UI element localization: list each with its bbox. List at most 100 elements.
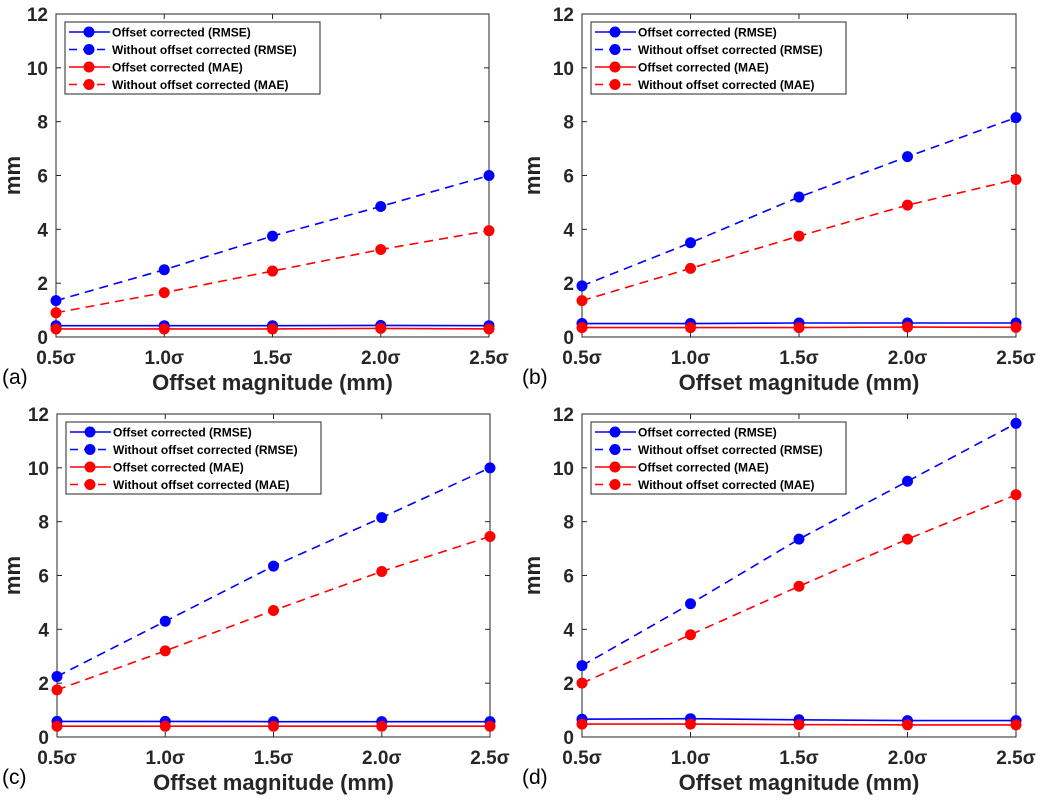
- data-point-s2-0: [50, 323, 62, 335]
- data-point-s2-3: [902, 719, 913, 731]
- data-point-s1-3: [902, 475, 913, 487]
- series-line-1: [581, 422, 1017, 667]
- data-point-s3-3: [902, 199, 913, 211]
- x-tick-label: 1.0σ: [146, 748, 185, 769]
- y-tick-label: 2: [563, 274, 574, 295]
- legend-label-0: Offset corrected (RMSE): [113, 426, 252, 440]
- x-tick-label: 2.0σ: [888, 348, 927, 369]
- panel-label: (a): [2, 366, 28, 389]
- x-tick-label: 1.5σ: [254, 748, 293, 769]
- y-tick-label: 10: [28, 459, 49, 480]
- series-line-1: [56, 467, 491, 678]
- legend-marker-3: [609, 479, 621, 490]
- legend-marker-0: [84, 426, 96, 438]
- data-point-s1-4: [1010, 112, 1022, 124]
- legend-label-1: Without offset corrected (RMSE): [112, 43, 297, 57]
- y-tick-label: 0: [37, 328, 48, 349]
- data-point-s1-4: [484, 462, 496, 474]
- legend-box: [590, 421, 847, 495]
- y-tick-label: 8: [37, 113, 48, 134]
- legend-label-1: Without offset corrected (RMSE): [638, 443, 823, 457]
- data-point-s2-4: [484, 720, 496, 732]
- y-tick-label: 8: [563, 513, 574, 534]
- legend-label-2: Offset corrected (MAE): [638, 61, 769, 75]
- x-tick-label: 1.0σ: [145, 348, 184, 369]
- y-tick-label: 10: [27, 59, 48, 80]
- legend-label-2: Offset corrected (MAE): [112, 61, 243, 75]
- data-point-s3-0: [50, 307, 62, 319]
- data-point-s3-1: [685, 629, 696, 641]
- data-point-s3-2: [267, 265, 278, 277]
- y-tick-label: 0: [563, 728, 574, 749]
- data-point-s2-3: [902, 321, 913, 333]
- x-tick-label: 2.5σ: [996, 348, 1035, 369]
- data-point-s2-4: [1010, 719, 1022, 731]
- data-point-s1-1: [159, 615, 171, 627]
- legend-box: [65, 421, 322, 495]
- x-axis-label: Offset magnitude (mm): [679, 370, 920, 395]
- series-line-3: [55, 229, 490, 314]
- y-tick-label: 12: [553, 5, 574, 26]
- data-point-s1-0: [50, 295, 62, 307]
- data-point-s1-4: [1010, 417, 1022, 429]
- y-tick-label: 4: [37, 220, 48, 241]
- data-point-s2-2: [793, 719, 805, 731]
- data-point-s1-0: [576, 280, 588, 292]
- data-point-s3-4: [483, 225, 495, 237]
- panel-label: (c): [2, 766, 27, 789]
- chart-panel-a: 0 2 4 6 8 10 12 0.5σ 1.0σ 1.5σ 2.0σ 2.5σ Offset magn…: [0, 5, 509, 395]
- data-point-s3-4: [484, 530, 496, 542]
- data-point-s1-2: [793, 191, 805, 203]
- legend-label-2: Offset corrected (MAE): [638, 461, 769, 475]
- y-tick-label: 4: [563, 220, 574, 241]
- series-line-1: [581, 116, 1017, 287]
- legend-marker-2: [609, 61, 621, 73]
- data-point-s3-2: [793, 580, 805, 592]
- x-tick-label: 2.0σ: [888, 748, 927, 769]
- x-tick-label: 1.5σ: [253, 348, 292, 369]
- data-point-s3-0: [51, 684, 63, 696]
- x-tick-label: 2.5σ: [469, 348, 508, 369]
- x-axis-label: Offset magnitude (mm): [153, 770, 394, 795]
- legend: Offset corrected (RMSE) Without offset co…: [590, 421, 847, 495]
- legend-marker-2: [609, 461, 621, 473]
- y-tick-label: 2: [38, 674, 49, 695]
- legend-marker-2: [84, 461, 96, 473]
- data-point-s2-0: [576, 322, 588, 334]
- data-point-s2-1: [158, 323, 170, 335]
- data-point-s3-4: [1010, 174, 1022, 186]
- x-tick-label: 1.5σ: [779, 748, 818, 769]
- data-point-s2-3: [375, 322, 387, 334]
- data-point-s2-0: [51, 720, 63, 732]
- y-axis-label: mm: [520, 156, 545, 195]
- data-point-s1-1: [685, 237, 696, 249]
- legend-label-1: Without offset corrected (RMSE): [638, 43, 823, 57]
- data-point-s3-2: [268, 604, 279, 616]
- panel-label: (b): [522, 366, 548, 389]
- data-point-s2-2: [268, 720, 279, 732]
- data-point-s1-2: [267, 230, 278, 242]
- legend: Offset corrected (RMSE) Without offset co…: [64, 21, 321, 95]
- x-tick-label: 2.0σ: [362, 748, 401, 769]
- data-point-s1-1: [158, 264, 170, 276]
- legend-marker-1: [609, 44, 621, 55]
- legend-marker-3: [83, 79, 95, 90]
- series-line-3: [581, 494, 1017, 684]
- panel-label: (d): [522, 766, 548, 789]
- data-point-s2-2: [267, 323, 278, 335]
- data-point-s3-3: [376, 565, 388, 577]
- y-axis-label: mm: [0, 556, 25, 595]
- y-tick-label: 10: [553, 459, 574, 480]
- legend: Offset corrected (RMSE) Without offset co…: [590, 21, 847, 95]
- data-point-s2-3: [376, 720, 388, 732]
- data-point-s2-1: [159, 720, 171, 732]
- chart-panel-b: 0 2 4 6 8 10 12 0.5σ 1.0σ 1.5σ 2.0σ 2.5σ Offset magn…: [520, 5, 1036, 395]
- legend-box: [64, 21, 321, 95]
- data-point-s3-1: [685, 262, 696, 274]
- data-point-s3-1: [159, 645, 171, 657]
- y-tick-label: 2: [37, 274, 48, 295]
- legend-label-0: Offset corrected (RMSE): [638, 426, 777, 440]
- data-point-s2-4: [1010, 321, 1022, 333]
- y-tick-label: 6: [563, 567, 574, 588]
